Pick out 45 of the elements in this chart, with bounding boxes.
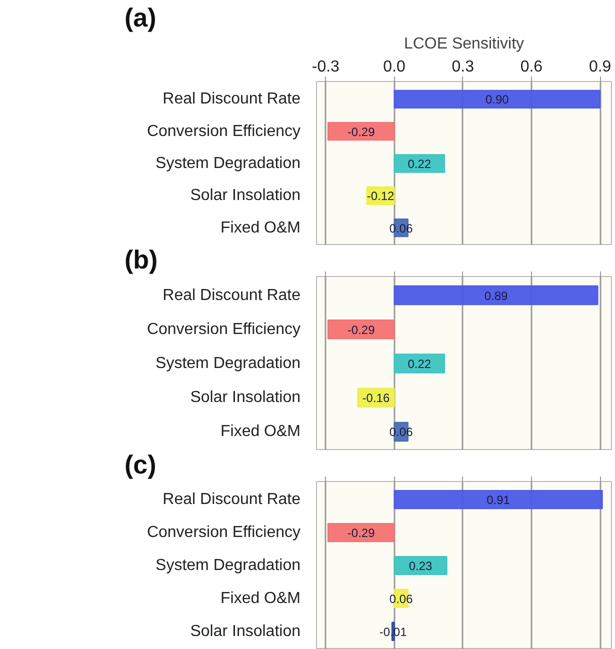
y-tick-label: Solar Insolation xyxy=(190,622,301,640)
data-label: -0.29 xyxy=(347,526,376,540)
y-tick-label: Fixed O&M xyxy=(220,219,300,236)
y-tick-label: Conversion Efficiency xyxy=(146,524,301,542)
bar xyxy=(394,285,598,306)
y-tick-label: Real Discount Rate xyxy=(162,90,301,108)
chart-title: (a) xyxy=(124,2,156,32)
data-label: 0.22 xyxy=(408,357,432,371)
bar xyxy=(394,490,603,510)
y-tick-label: System Degradation xyxy=(156,557,301,574)
data-label: 0.89 xyxy=(484,288,508,303)
bar xyxy=(394,556,448,576)
x-axis-title: LCOE Sensitivity xyxy=(404,36,524,52)
bar xyxy=(327,320,395,340)
y-tick-label: System Degradation xyxy=(156,355,301,372)
chart-title: (c) xyxy=(124,450,156,480)
bar xyxy=(327,122,395,141)
x-tick-label: 0.6 xyxy=(520,58,543,76)
data-label: 0.22 xyxy=(408,157,432,171)
data-label: -0.29 xyxy=(347,124,376,139)
x-tick-label: 0.9 xyxy=(588,58,612,76)
data-label: -0.16 xyxy=(362,391,390,406)
x-tick-label: 0.0 xyxy=(383,58,406,76)
data-label: 0.91 xyxy=(486,493,510,508)
y-tick-label: Conversion Efficiency xyxy=(146,320,301,338)
bar xyxy=(394,90,601,109)
y-tick-label: Fixed O&M xyxy=(220,423,300,440)
y-tick-label: Real Discount Rate xyxy=(162,286,301,304)
chart-title: (b) xyxy=(124,244,158,274)
data-label: 0.23 xyxy=(408,559,433,573)
y-tick-label: System Degradation xyxy=(156,155,301,172)
bar xyxy=(394,354,446,374)
bar xyxy=(357,388,395,408)
x-tick-label: 0.3 xyxy=(452,58,474,76)
y-tick-label: Real Discount Rate xyxy=(162,491,301,508)
bar xyxy=(327,523,395,542)
x-tick-label: -0.3 xyxy=(312,58,340,76)
y-tick-label: Solar Insolation xyxy=(190,389,301,406)
y-tick-label: Conversion Efficiency xyxy=(146,122,301,140)
y-tick-label: Fixed O&M xyxy=(220,590,300,607)
data-label: 0.90 xyxy=(485,92,510,107)
data-label: -0.12 xyxy=(366,189,395,204)
data-label: -0.29 xyxy=(347,322,376,337)
bar xyxy=(394,154,446,173)
y-tick-label: Solar Insolation xyxy=(190,187,301,204)
